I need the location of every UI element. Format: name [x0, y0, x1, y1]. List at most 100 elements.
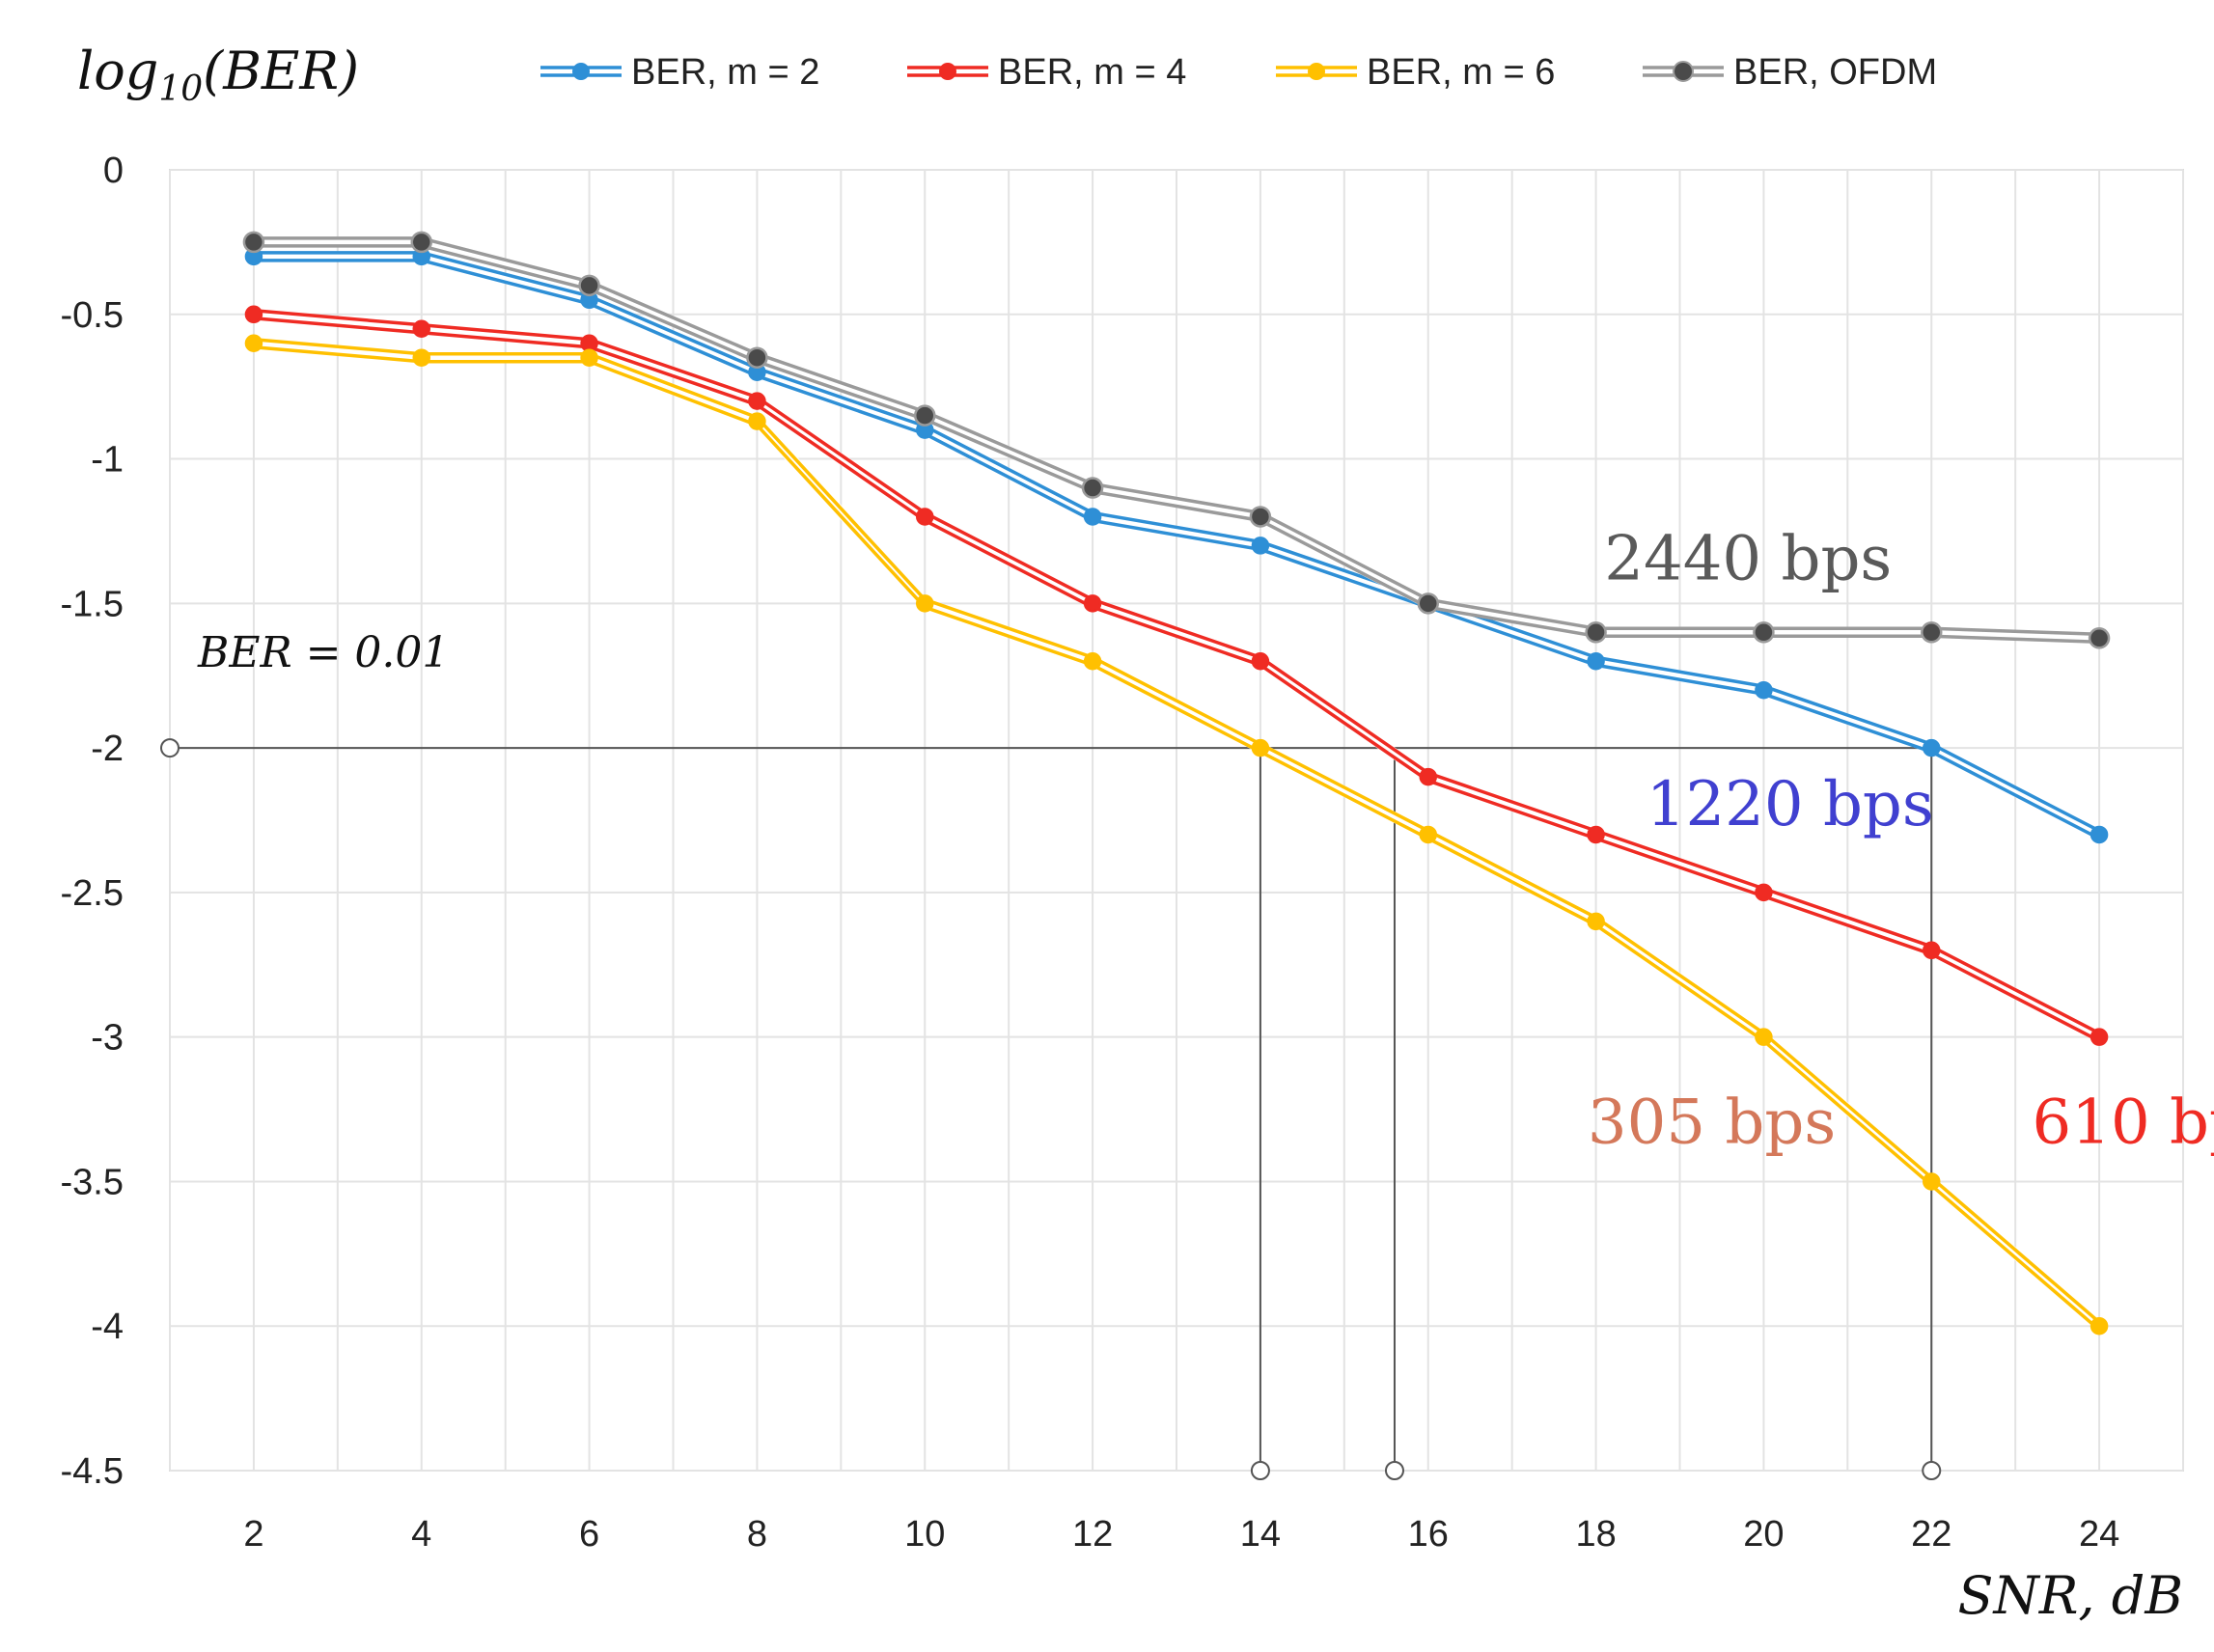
x-tick-label: 12: [1072, 1514, 1113, 1555]
series-line: [253, 309, 2100, 1035]
y-tick-label: -1: [91, 440, 124, 481]
data-point: [1251, 651, 1270, 671]
x-tick-label: 24: [2079, 1514, 2119, 1555]
data-point: [914, 404, 936, 427]
data-point: [746, 346, 768, 369]
series-line: [253, 337, 2101, 1324]
data-point: [1083, 651, 1102, 671]
data-point: [412, 319, 430, 339]
legend-swatch-marker: [572, 63, 590, 80]
data-point: [244, 305, 263, 324]
tick-labels: 0-0.5-1-1.5-2-2.5-3-3.5-4-4.52 4 6 8 10 12 14 1…: [61, 151, 2120, 1555]
x-tick-label: 18: [1575, 1514, 1616, 1555]
snr-crossing-marker: [1922, 1461, 1942, 1480]
data-point: [410, 231, 432, 254]
data-point: [1921, 621, 1943, 644]
series-1: [244, 247, 2109, 844]
data-point: [748, 412, 766, 430]
series-line: [253, 244, 2100, 645]
data-point: [1587, 825, 1605, 844]
data-point: [1419, 767, 1437, 786]
reference-lines: BER = 0.01: [160, 628, 1942, 1480]
y-tick-label: -0.5: [61, 295, 124, 336]
data-point: [1923, 941, 1941, 960]
data-point: [1249, 506, 1272, 528]
data-point: [1755, 680, 1773, 700]
series-4: [242, 231, 2111, 649]
data-point: [1081, 477, 1104, 499]
x-axis-label: SNR, dB: [1958, 1565, 2183, 1626]
data-point: [1585, 621, 1607, 644]
x-tick-label: 16: [1408, 1514, 1449, 1555]
bitrate-annotation: 2440 bps: [1604, 523, 1892, 594]
data-point: [1251, 738, 1270, 757]
y-tick-label: -2.5: [61, 873, 124, 914]
x-tick-label: 8: [747, 1514, 767, 1555]
data-point: [1755, 883, 1773, 902]
data-point: [580, 348, 598, 367]
series-line: [253, 236, 2100, 637]
series-2: [244, 305, 2109, 1046]
data-point: [244, 334, 263, 352]
data-point: [242, 231, 265, 254]
data-point: [748, 392, 766, 410]
legend-swatch-marker: [939, 63, 956, 80]
x-tick-label: 4: [411, 1514, 431, 1555]
legend-entry-label: BER, m = 4: [998, 52, 1186, 93]
axis-labels: log10(BER) SNR, dB: [77, 41, 2183, 1626]
series-line-backing: [253, 236, 2100, 644]
data-point: [1923, 1172, 1941, 1191]
data-point: [2089, 1316, 2109, 1335]
legend-entry-label: BER, m = 2: [631, 52, 819, 93]
legend-swatch-marker: [1673, 61, 1694, 82]
series-group: [242, 231, 2111, 1335]
y-tick-label: -3: [91, 1018, 124, 1059]
series-3: [244, 334, 2109, 1335]
series-line: [253, 317, 2100, 1043]
ber-threshold-label: BER = 0.01: [197, 628, 449, 677]
data-point: [2089, 825, 2109, 844]
y-axis-label: log10(BER): [77, 41, 359, 109]
data-point: [1083, 594, 1102, 613]
snr-crossing-marker: [1250, 1461, 1270, 1480]
data-point: [1587, 651, 1605, 671]
bitrate-annotation: 1220 bps: [1647, 769, 1934, 840]
data-point: [1417, 592, 1439, 615]
ber-threshold-marker: [160, 738, 180, 758]
x-tick-label: 10: [904, 1514, 945, 1555]
legend-swatch-marker: [1308, 63, 1325, 80]
annotations: 2440 bps 1220 bps 305 bps 610 bps: [1588, 523, 2214, 1158]
bitrate-annotation: 610 bps: [2033, 1088, 2214, 1159]
data-point: [2088, 627, 2111, 649]
x-tick-label: 2: [243, 1514, 263, 1555]
snr-crossing-marker: [1384, 1461, 1404, 1480]
y-tick-label: -1.5: [61, 584, 124, 624]
data-point: [2089, 1028, 2109, 1046]
data-point: [1753, 621, 1775, 644]
data-point: [412, 348, 430, 367]
data-point: [1251, 537, 1270, 555]
data-point: [578, 274, 600, 297]
series-line-backing: [253, 338, 2103, 1331]
series-line: [253, 344, 2101, 1332]
x-tick-label: 20: [1743, 1514, 1784, 1555]
series-line-backing: [253, 309, 2102, 1042]
legend-entry-label: BER, OFDM: [1733, 52, 1937, 93]
data-point: [916, 508, 934, 526]
data-point: [916, 594, 934, 613]
legend-entry-label: BER, m = 6: [1367, 52, 1555, 93]
y-tick-label: -3.5: [61, 1162, 124, 1202]
x-tick-label: 14: [1240, 1514, 1281, 1555]
y-tick-label: 0: [103, 151, 124, 191]
series-line-backing: [253, 251, 2102, 840]
x-tick-label: 6: [579, 1514, 599, 1555]
series-line: [253, 259, 2100, 840]
x-tick-label: 22: [1911, 1514, 1951, 1555]
data-point: [1755, 1028, 1773, 1046]
y-tick-label: -4.5: [61, 1451, 124, 1492]
data-point: [1419, 825, 1437, 844]
data-point: [1923, 738, 1941, 757]
data-point: [580, 334, 598, 352]
y-tick-label: -2: [91, 729, 124, 769]
